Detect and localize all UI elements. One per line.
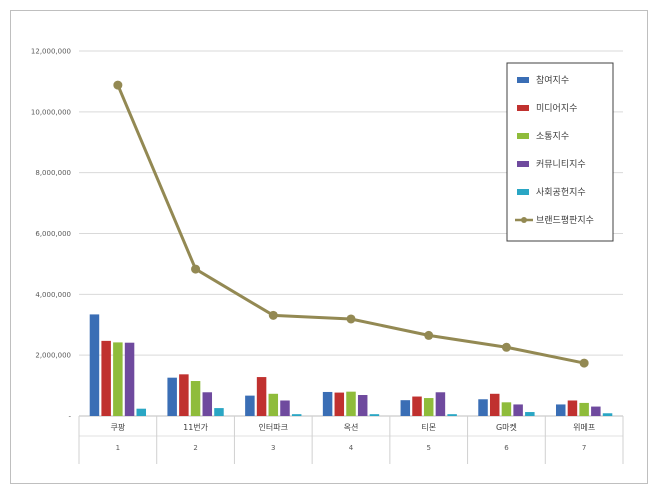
legend-label: 커뮤니티지수 <box>536 159 586 170</box>
y-axis: - 2,000,000 4,000,000 6,000,000 8,000,000 10,… <box>31 48 72 421</box>
legend-label: 참여지수 <box>536 74 569 86</box>
legend-swatch <box>517 77 529 83</box>
bar <box>245 395 255 416</box>
bar <box>101 340 111 416</box>
bar <box>400 400 411 416</box>
rank-label: 6 <box>504 444 509 452</box>
category-label: 티몬 <box>421 423 436 432</box>
rank-label: 5 <box>426 444 430 452</box>
y-tick-label: 12,000,000 <box>31 48 71 56</box>
legend-label: 사회공헌지수 <box>536 187 586 198</box>
bars <box>89 314 613 416</box>
bar <box>113 342 123 416</box>
bar <box>555 404 566 416</box>
bar <box>489 393 500 416</box>
category-label: 위메프 <box>573 423 595 432</box>
legend-label: 소통지수 <box>536 131 569 142</box>
bar <box>167 377 177 416</box>
category-label: 11번가 <box>183 423 209 432</box>
legend-label: 브랜드평판지수 <box>536 215 594 226</box>
legend-box <box>506 62 614 242</box>
category-label: 옥션 <box>344 422 359 432</box>
brand-reputation-chart: - 2,000,000 4,000,000 6,000,000 8,000,000 10,… <box>31 48 624 464</box>
bar <box>256 377 267 416</box>
y-tick-label: 8,000,000 <box>35 169 71 177</box>
bar <box>322 391 333 416</box>
bar <box>423 398 434 416</box>
bar <box>525 412 535 416</box>
bar <box>214 408 224 416</box>
line-point <box>424 330 434 340</box>
legend-swatch <box>517 161 529 167</box>
y-tick-label: 6,000,000 <box>35 230 71 238</box>
bar <box>190 381 201 416</box>
bar <box>513 404 523 416</box>
y-tick-label: - <box>68 413 71 421</box>
bar <box>357 395 368 416</box>
line-point <box>113 80 123 90</box>
legend-swatch <box>517 189 529 195</box>
line-point <box>346 314 356 324</box>
bar <box>567 400 578 416</box>
bar <box>179 374 189 416</box>
y-tick-label: 2,000,000 <box>35 352 71 360</box>
bar <box>435 392 446 416</box>
category-label: 인터파크 <box>259 422 288 432</box>
bar <box>291 414 302 416</box>
bar <box>136 408 147 416</box>
bar <box>89 314 100 416</box>
legend-swatch <box>517 105 529 111</box>
rank-label: 1 <box>116 444 120 452</box>
category-label: 쿠팡 <box>110 422 125 432</box>
trend-line <box>113 80 589 368</box>
rank-label: 4 <box>349 444 354 452</box>
bar <box>346 391 356 416</box>
bar <box>369 414 380 416</box>
y-tick-label: 4,000,000 <box>35 291 71 299</box>
bar <box>478 399 488 416</box>
bar <box>412 396 422 416</box>
bar <box>447 414 457 416</box>
legend-swatch-marker <box>521 217 527 223</box>
bar <box>202 392 213 416</box>
bar <box>268 393 279 416</box>
rank-label: 7 <box>582 444 586 452</box>
rank-label: 3 <box>271 444 275 452</box>
bar <box>124 342 135 416</box>
bar <box>501 402 512 416</box>
line-point <box>268 310 278 320</box>
bar <box>280 400 290 416</box>
legend-swatch <box>517 133 529 139</box>
line-point <box>191 264 201 274</box>
y-tick-label: 10,000,000 <box>31 108 71 116</box>
chart-frame: - 2,000,000 4,000,000 6,000,000 8,000,000 10,… <box>10 10 648 484</box>
legend-label: 미디어지수 <box>536 103 577 114</box>
bar <box>334 392 345 416</box>
category-label: G마켓 <box>496 422 517 432</box>
rank-label: 2 <box>193 444 197 452</box>
line-point <box>501 342 511 352</box>
bar <box>579 402 589 416</box>
bar <box>591 406 601 416</box>
bar <box>602 413 613 416</box>
x-axis: 쿠팡 1 11번가 2 인터파크 3 옥션 4 티몬 5 G마켓 6 위메프 7 <box>78 416 624 464</box>
line-point <box>579 358 589 368</box>
